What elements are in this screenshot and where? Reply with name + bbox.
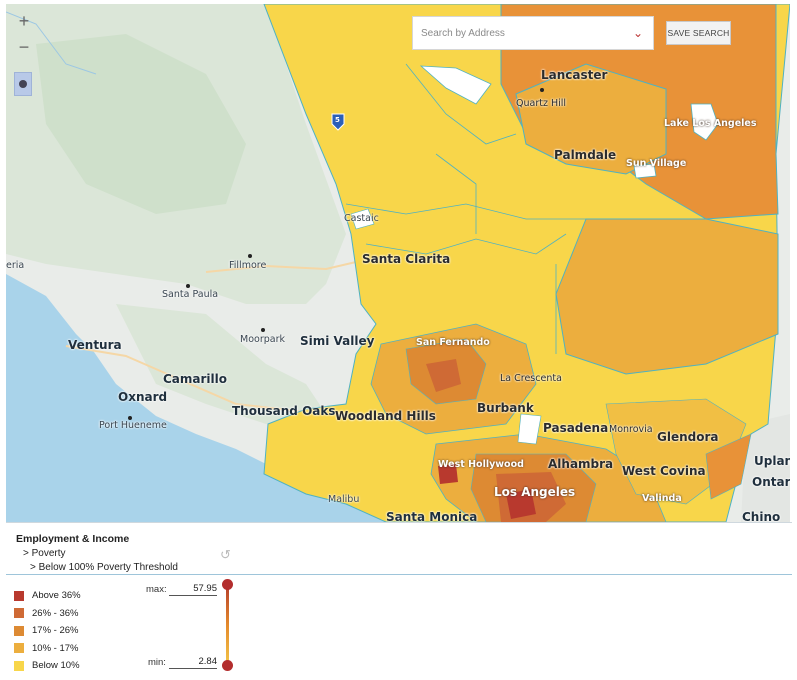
place-malibu: Malibu xyxy=(328,494,360,505)
place-la-crescenta: La Crescenta xyxy=(500,373,562,384)
min-value-input[interactable]: 2.84 xyxy=(169,656,217,669)
place-west-hollywood: West Hollywood xyxy=(438,459,524,470)
zoom-in-button[interactable]: + xyxy=(18,10,30,31)
highway-5-shield xyxy=(331,113,345,131)
place-west-covina: West Covina xyxy=(622,464,706,478)
min-label: min: xyxy=(148,657,166,668)
divider xyxy=(6,574,792,575)
place-glendora: Glendora xyxy=(657,430,719,444)
place-santa-clarita: Santa Clarita xyxy=(362,252,451,266)
place-lake-los-angeles: Lake Los Angeles xyxy=(664,118,757,129)
legend-label: 26% - 36% xyxy=(32,607,79,619)
place-sun-village: Sun Village xyxy=(626,158,687,169)
place-quartz-hill: Quartz Hill xyxy=(516,98,567,109)
range-slider-track[interactable] xyxy=(226,583,229,667)
place-palmdale: Palmdale xyxy=(554,148,617,162)
place-thousand-oaks: Thousand Oaks xyxy=(232,404,336,418)
place-monrovia: Monrovia xyxy=(609,424,653,435)
chevron-down-icon[interactable]: ⌄ xyxy=(632,26,643,40)
place-moorpark: Moorpark xyxy=(240,334,285,345)
place-woodland-hills: Woodland Hills xyxy=(335,409,436,423)
place-burbank: Burbank xyxy=(477,401,534,415)
legend-swatch xyxy=(14,590,24,601)
place-los-angeles: Los Angeles xyxy=(494,485,576,499)
zoom-out-button[interactable]: − xyxy=(18,36,30,57)
legend-row: 26% - 36% xyxy=(14,605,81,623)
address-search-box[interactable]: ⌄ xyxy=(412,16,654,50)
legend-panel: Employment & Income > Poverty > Below 10… xyxy=(6,522,792,678)
place-simi-valley: Simi Valley xyxy=(300,334,375,348)
breadcrumb-threshold[interactable]: > Below 100% Poverty Threshold xyxy=(30,562,178,573)
legend-row: 17% - 26% xyxy=(14,622,81,640)
legend-row: 10% - 17% xyxy=(14,640,81,658)
legend-label: Below 10% xyxy=(32,660,80,672)
toggle-dot-icon xyxy=(19,80,27,88)
reset-icon[interactable]: ↺ xyxy=(220,547,231,562)
place-lancaster: Lancaster xyxy=(541,68,608,82)
place-valinda: Valinda xyxy=(642,493,682,504)
place-chino: Chino xyxy=(742,510,781,522)
place-port-hueneme: Port Hueneme xyxy=(99,420,167,431)
place-fillmore: Fillmore xyxy=(229,260,267,271)
place-edge-left: eria xyxy=(6,260,25,271)
save-search-button[interactable]: SAVE SEARCH xyxy=(666,21,731,45)
legend-swatch xyxy=(14,625,24,636)
legend-swatch xyxy=(14,608,24,619)
place-ventura: Ventura xyxy=(68,338,122,352)
max-slider-handle[interactable] xyxy=(222,579,233,590)
category-title[interactable]: Employment & Income xyxy=(16,533,130,545)
place-ontario: Ontari xyxy=(752,475,790,489)
place-pasadena: Pasadena xyxy=(543,421,609,435)
legend-swatch xyxy=(14,643,24,654)
legend-row: Below 10% xyxy=(14,657,81,675)
breadcrumb-poverty[interactable]: > Poverty xyxy=(23,547,66,559)
place-santa-monica: Santa Monica xyxy=(386,510,478,522)
breadcrumb: Employment & Income > Poverty > Below 10… xyxy=(16,532,178,576)
place-alhambra: Alhambra xyxy=(548,457,614,471)
legend-label: 17% - 26% xyxy=(32,625,79,637)
max-value-input[interactable]: 57.95 xyxy=(169,583,217,596)
legend-row: Above 36% xyxy=(14,587,81,605)
max-label: max: xyxy=(146,584,167,595)
place-san-fernando: San Fernando xyxy=(416,337,490,348)
legend-label: 10% - 17% xyxy=(32,642,79,654)
address-search-input[interactable] xyxy=(421,27,621,39)
min-slider-handle[interactable] xyxy=(222,660,233,671)
legend-swatch xyxy=(14,660,24,671)
map-canvas[interactable] xyxy=(6,4,790,522)
legend-label: Above 36% xyxy=(32,590,81,602)
place-upland: Uplan xyxy=(754,454,790,468)
place-castaic: Castaic xyxy=(344,213,379,224)
layer-toggle-button[interactable] xyxy=(14,72,32,96)
place-camarillo: Camarillo xyxy=(163,372,228,386)
zoom-control: + − xyxy=(12,8,38,60)
place-oxnard: Oxnard xyxy=(118,390,168,404)
legend: Above 36% 26% - 36% 17% - 26% 10% - 17% … xyxy=(14,587,81,675)
place-santa-paula: Santa Paula xyxy=(162,289,219,300)
map-view[interactable]: 5 Lancaster Quartz Hill Lake Los Angeles… xyxy=(6,4,790,522)
highway-shield-label: 5 xyxy=(335,116,340,124)
